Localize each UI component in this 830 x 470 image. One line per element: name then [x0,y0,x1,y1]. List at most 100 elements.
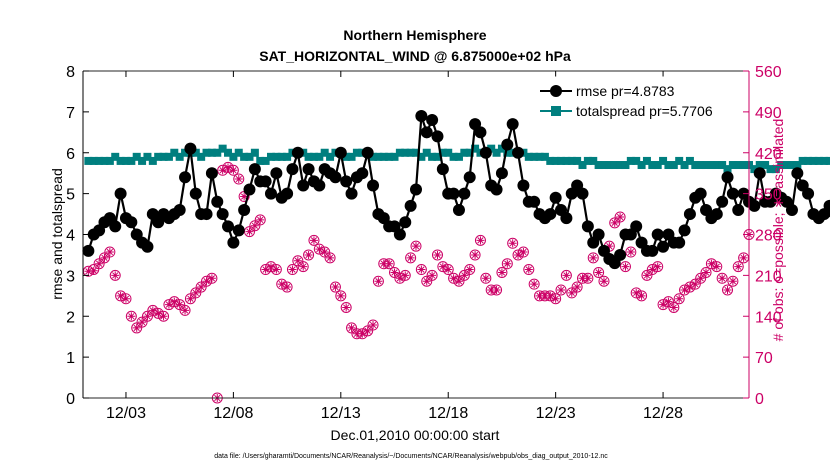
obs-assimilated-point [347,323,356,332]
obs-assimilated-point [481,274,490,283]
obs-assimilated-point [422,277,431,286]
rmse-point [791,167,804,180]
obs-assimilated-point [530,280,539,289]
obs-assimilated-point [234,175,243,184]
totalspread-point [551,156,560,165]
obs-assimilated-point [240,192,249,201]
obs-possible-point [431,249,443,261]
rmse-point [544,208,557,221]
obs-assimilated-point [256,215,265,224]
rmse-point [329,171,342,184]
rmse-point [785,203,798,216]
totalspread-point [326,152,335,161]
obs-possible-point [104,246,116,258]
x-axis-label: Dec.01,2010 00:00:00 start [331,427,500,443]
totalspread-point [224,148,233,157]
totalspread-point [621,161,630,170]
obs-assimilated-point [707,259,716,268]
obs-possible-point [528,278,540,290]
rmse-point [238,203,251,216]
totalspread-point [164,152,173,161]
obs-assimilated-point [229,166,238,175]
rmse-point [528,195,541,208]
rmse-point [823,199,830,212]
obs-assimilated-point [138,318,147,327]
totalspread-point [557,156,566,165]
totalspread-point [315,152,324,161]
obs-possible-point [619,261,631,273]
totalspread-point [266,152,275,161]
rmse-point [281,187,294,200]
rmse-point [726,187,739,200]
rmse-point [592,228,605,241]
chart-title-line2: SAT_HORIZONTAL_WIND @ 6.875000e+02 hPa [259,48,571,64]
totalspread-point [642,156,651,165]
totalspread-point [734,161,743,170]
totalspread-point [433,152,442,161]
obs-assimilated-point [465,265,474,274]
obs-assimilated-point [358,329,367,338]
totalspread-point [449,152,458,161]
rmse-point [313,179,326,192]
totalspread-point [197,152,206,161]
totalspread-point [460,148,469,157]
obs-assimilated-point [594,268,603,277]
totalspread-point [395,148,404,157]
rmse-point [614,248,627,261]
obs-assimilated-point [653,262,662,271]
totalspread-point [793,161,802,170]
totalspread-point [567,156,576,165]
rmse-point [345,187,358,200]
totalspread-point [562,156,571,165]
obs-assimilated-point [589,253,598,262]
totalspread-point [616,161,625,170]
obs-assimilated-point [207,274,216,283]
legend-box [535,76,743,125]
chart-title-line1: Northern Hemisphere [343,27,486,43]
obs-assimilated-point [540,291,549,300]
totalspread-point [202,148,211,157]
left-tick-label: 4 [66,228,75,245]
obs-possible-point [179,304,191,316]
rmse-point [549,191,562,204]
rmse-point [463,171,476,184]
obs-assimilated-point [277,280,286,289]
obs-assimilated-point [621,262,630,271]
totalspread-point [422,148,431,157]
totalspread-point [540,152,549,161]
totalspread-point [594,161,603,170]
rmse-point [506,118,519,131]
obs-assimilated-point [546,291,555,300]
totalspread-point [320,148,329,157]
totalspread-point [148,156,157,165]
totalspread-point [105,156,114,165]
totalspread-point [116,156,125,165]
legend-spread-label: totalspread pr=5.7706 [576,103,713,119]
obs-possible-point [571,281,583,293]
totalspread-point [798,156,807,165]
obs-assimilated-point [385,259,394,268]
totalspread-point [583,156,592,165]
totalspread-point [718,161,727,170]
obs-possible-point [297,261,309,273]
totalspread-point [755,161,764,170]
rmse-point [216,208,229,221]
totalspread-point [471,144,480,153]
rmse-point [495,167,508,180]
obs-assimilated-point [433,250,442,259]
obs-assimilated-point [245,227,254,236]
obs-assimilated-point [186,294,195,303]
obs-assimilated-point [616,212,625,221]
totalspread-point [170,148,179,157]
obs-assimilated-point [266,262,275,271]
rmse-point [474,126,487,139]
legend-rmse-marker [550,85,562,97]
totalspread-point [809,156,818,165]
obs-assimilated-point [390,268,399,277]
totalspread-point [605,161,614,170]
obs-assimilated-point [331,283,340,292]
rmse-point [259,175,272,188]
obs-assimilated-point [444,265,453,274]
obs-possible-point [700,266,712,278]
totalspread-point [175,152,184,161]
